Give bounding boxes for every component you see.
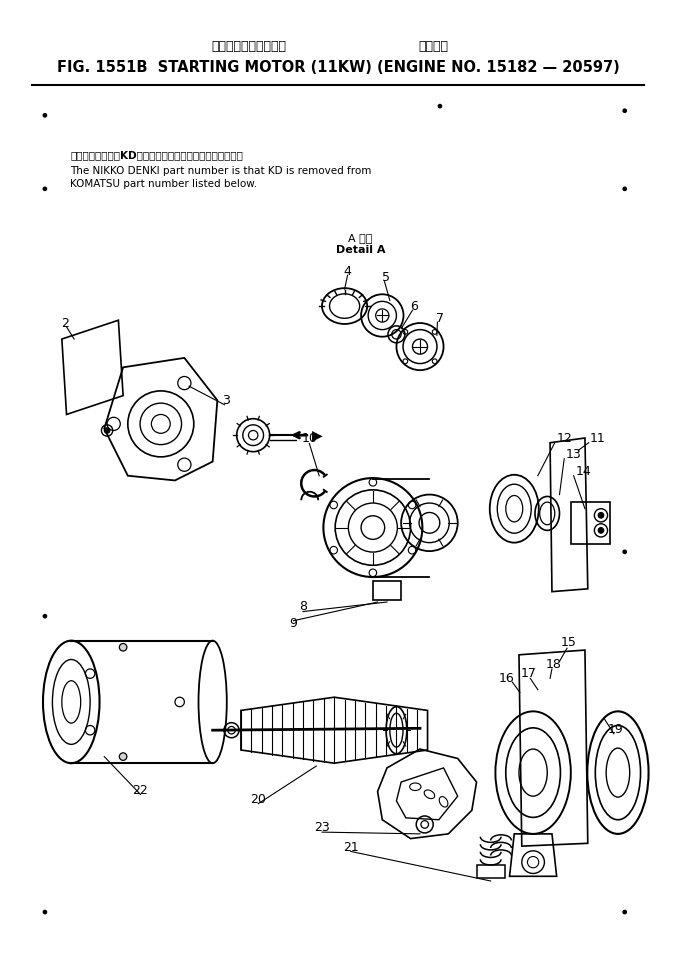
Text: The NIKKO DENKI part number is that KD is removed from: The NIKKO DENKI part number is that KD i… [70, 167, 372, 176]
Text: A 詳細: A 詳細 [348, 233, 372, 243]
Text: 20: 20 [250, 794, 266, 806]
Circle shape [120, 644, 127, 651]
Circle shape [43, 113, 47, 118]
Circle shape [43, 186, 47, 191]
Text: Detail A: Detail A [335, 246, 385, 255]
Text: 5: 5 [382, 271, 390, 285]
Text: 7: 7 [436, 312, 444, 325]
Text: 16: 16 [499, 672, 514, 684]
Text: 4: 4 [343, 265, 352, 278]
Circle shape [437, 103, 442, 108]
Text: 10: 10 [301, 432, 317, 446]
Circle shape [623, 550, 627, 554]
Circle shape [43, 614, 47, 618]
Text: 2: 2 [61, 317, 68, 330]
Text: 21: 21 [343, 841, 359, 854]
Text: 18: 18 [546, 658, 562, 671]
Text: 11: 11 [589, 432, 606, 445]
Text: 17: 17 [521, 667, 536, 681]
Circle shape [104, 428, 110, 433]
Text: 19: 19 [608, 722, 624, 736]
Text: 品番のメーカ記号KDを除いたものが日興電機の品番です。: 品番のメーカ記号KDを除いたものが日興電機の品番です。 [70, 150, 243, 160]
Circle shape [623, 910, 627, 915]
Circle shape [120, 753, 127, 760]
Text: 13: 13 [566, 448, 582, 460]
Text: 12: 12 [556, 432, 573, 445]
Circle shape [623, 108, 627, 113]
Text: ▶: ▶ [312, 428, 322, 443]
Circle shape [598, 513, 604, 518]
Circle shape [598, 527, 604, 533]
Circle shape [43, 910, 47, 915]
Text: スターティングモータ: スターティングモータ [212, 40, 287, 53]
Text: 23: 23 [314, 821, 330, 834]
Text: 適用号機: 適用号機 [418, 40, 449, 53]
Text: 15: 15 [561, 636, 577, 649]
Text: FIG. 1551B  STARTING MOTOR (11KW) (ENGINE NO. 15182 — 20597): FIG. 1551B STARTING MOTOR (11KW) (ENGINE… [57, 60, 619, 75]
Text: KOMATSU part number listed below.: KOMATSU part number listed below. [70, 179, 258, 189]
Text: 22: 22 [132, 784, 148, 798]
Text: 8: 8 [299, 601, 307, 613]
Text: 9: 9 [289, 617, 297, 630]
Text: 3: 3 [222, 394, 231, 407]
Circle shape [623, 186, 627, 191]
Text: 6: 6 [410, 300, 418, 313]
Text: 14: 14 [575, 464, 592, 478]
